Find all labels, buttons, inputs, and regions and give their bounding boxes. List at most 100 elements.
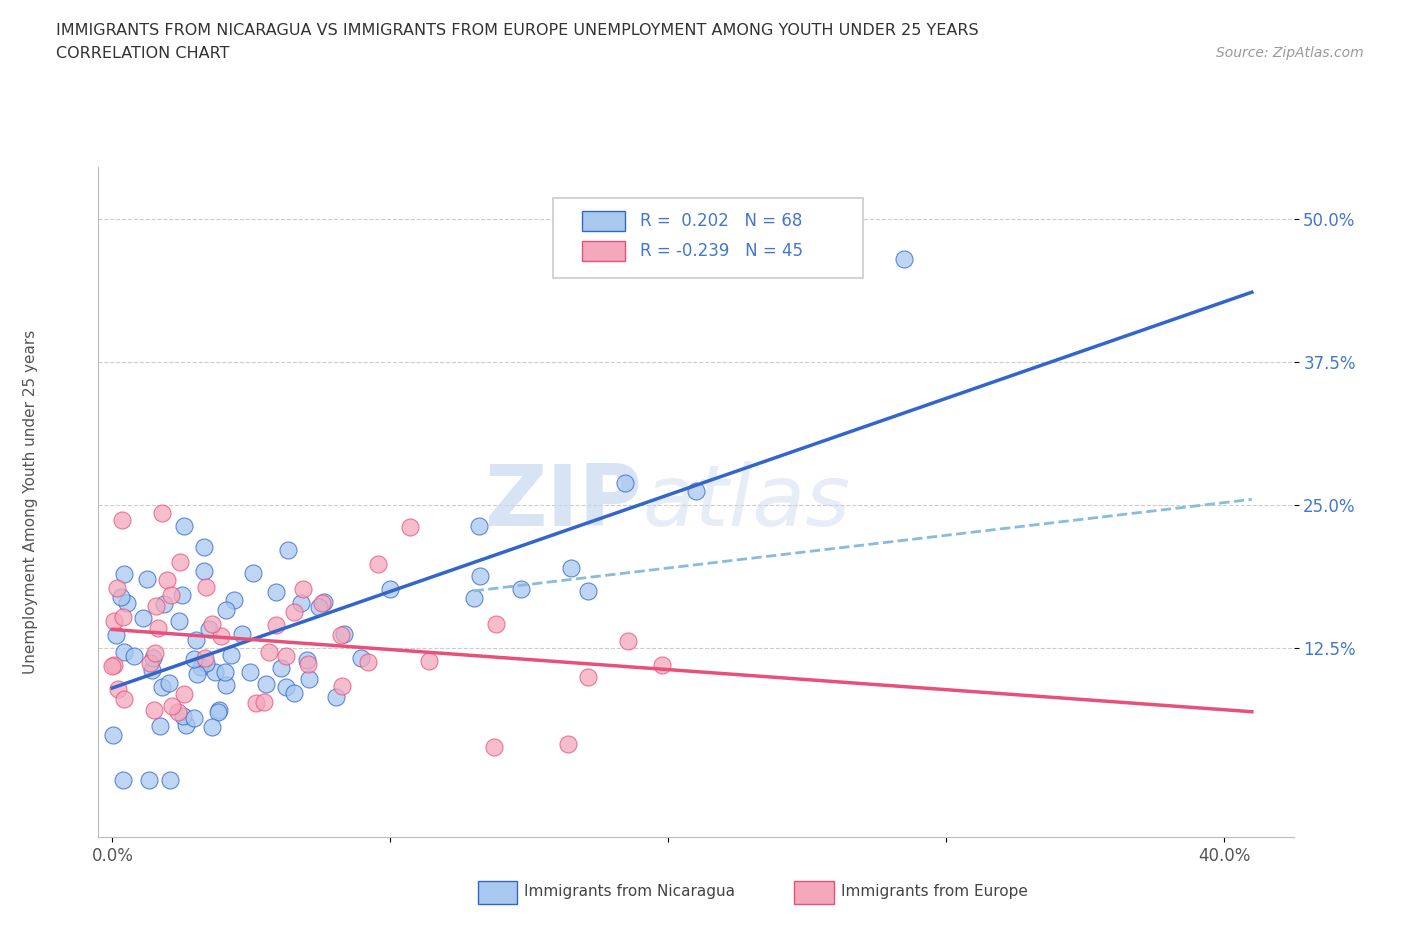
Point	[105, 580, 128, 595]
Point	[253, 695, 276, 710]
Point	[576, 670, 599, 684]
Point	[173, 518, 195, 533]
Point	[166, 705, 188, 720]
Point	[239, 665, 262, 680]
Point	[276, 648, 298, 663]
Point	[103, 658, 125, 673]
Point	[380, 581, 402, 596]
Text: R = -0.239   N = 45: R = -0.239 N = 45	[640, 242, 803, 260]
Point	[209, 629, 232, 644]
Point	[114, 566, 136, 581]
Point	[197, 621, 219, 636]
Point	[283, 686, 305, 701]
Point	[103, 614, 125, 629]
Text: CORRELATION CHART: CORRELATION CHART	[56, 46, 229, 61]
Point	[174, 718, 197, 733]
FancyBboxPatch shape	[582, 211, 626, 231]
Point	[107, 682, 129, 697]
Point	[557, 737, 579, 751]
Point	[357, 655, 380, 670]
Point	[329, 628, 352, 643]
Point	[482, 739, 505, 754]
Point	[186, 632, 208, 647]
Point	[277, 542, 299, 557]
Text: atlas: atlas	[643, 460, 851, 544]
Point	[194, 651, 217, 666]
Point	[101, 658, 124, 673]
Point	[186, 667, 208, 682]
Point	[418, 654, 440, 669]
Point	[398, 520, 420, 535]
Point	[111, 610, 134, 625]
Point	[297, 657, 319, 671]
Point	[138, 772, 160, 787]
Point	[145, 598, 167, 613]
Point	[651, 658, 673, 672]
Point	[105, 627, 128, 642]
Point	[173, 686, 195, 701]
Point	[463, 591, 485, 605]
FancyBboxPatch shape	[553, 197, 863, 278]
Point	[132, 611, 155, 626]
Point	[155, 573, 177, 588]
Point	[162, 698, 184, 713]
Point	[136, 571, 159, 586]
Point	[231, 627, 253, 642]
Point	[115, 595, 138, 610]
Point	[685, 483, 707, 498]
Point	[142, 650, 165, 665]
Point	[893, 251, 915, 266]
Point	[311, 596, 333, 611]
Point	[290, 595, 312, 610]
Point	[112, 644, 135, 659]
Point	[242, 565, 264, 580]
Point	[194, 579, 217, 594]
Point	[169, 554, 191, 569]
Point	[325, 690, 347, 705]
Point	[330, 678, 353, 693]
Point	[195, 656, 218, 671]
Point	[576, 583, 599, 598]
Point	[183, 711, 205, 725]
Point	[193, 563, 215, 578]
Point	[207, 704, 229, 719]
Point	[367, 557, 389, 572]
Point	[146, 620, 169, 635]
Point	[110, 590, 132, 604]
Point	[308, 600, 330, 615]
Point	[149, 719, 172, 734]
Point	[143, 645, 166, 660]
Text: Unemployment Among Youth under 25 years: Unemployment Among Youth under 25 years	[24, 330, 38, 674]
Point	[193, 539, 215, 554]
FancyBboxPatch shape	[582, 241, 626, 261]
Point	[214, 665, 236, 680]
Point	[122, 648, 145, 663]
Point	[112, 692, 135, 707]
Point	[298, 671, 321, 686]
Point	[214, 678, 236, 693]
Point	[172, 709, 194, 724]
Point	[254, 676, 277, 691]
Point	[204, 665, 226, 680]
Point	[291, 581, 314, 596]
Point	[264, 618, 287, 632]
Text: Source: ZipAtlas.com: Source: ZipAtlas.com	[1216, 46, 1364, 60]
Point	[201, 616, 224, 631]
Point	[159, 772, 181, 787]
Point	[150, 505, 173, 520]
Point	[350, 650, 373, 665]
Point	[485, 617, 508, 631]
Point	[190, 659, 212, 674]
Point	[183, 652, 205, 667]
Point	[613, 475, 636, 490]
Point	[167, 614, 190, 629]
Text: Immigrants from Europe: Immigrants from Europe	[841, 884, 1028, 899]
Point	[222, 592, 245, 607]
Point	[560, 561, 582, 576]
Point	[264, 584, 287, 599]
Point	[245, 696, 267, 711]
Point	[157, 675, 180, 690]
Point	[207, 702, 229, 717]
Point	[276, 679, 298, 694]
Point	[314, 594, 336, 609]
